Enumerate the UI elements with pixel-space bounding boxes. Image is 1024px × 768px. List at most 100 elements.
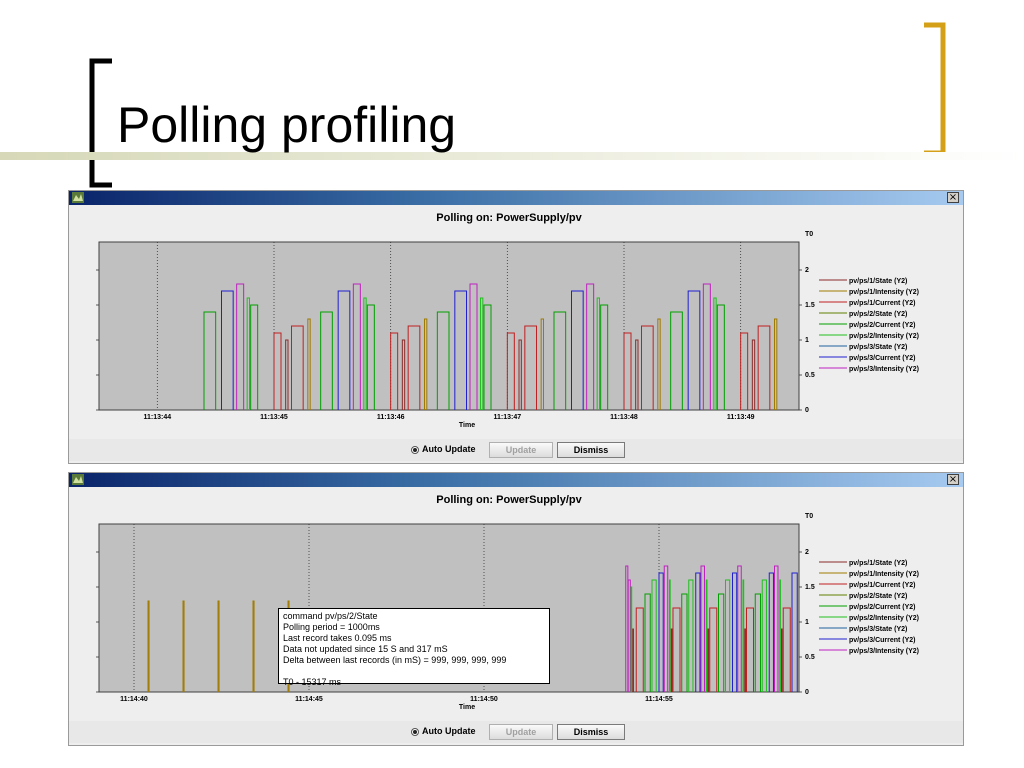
auto-update-label[interactable]: Auto Update bbox=[422, 444, 476, 454]
data-bar bbox=[732, 572, 738, 692]
tooltip-line: Delta between last records (in mS) = 999… bbox=[283, 655, 507, 665]
data-bar bbox=[436, 311, 450, 410]
tooltip-line bbox=[283, 666, 545, 677]
data-bar bbox=[401, 339, 406, 410]
x-tick-label: 11:13:46 bbox=[377, 414, 405, 421]
data-bar bbox=[524, 325, 537, 410]
legend-item: pv/ps/3/Intensity (Y2) bbox=[849, 648, 919, 655]
data-bar bbox=[630, 586, 633, 692]
auto-update-radio[interactable] bbox=[411, 728, 419, 736]
update-button[interactable]: Update bbox=[489, 724, 553, 740]
data-bar bbox=[454, 290, 467, 410]
auto-update-label[interactable]: Auto Update bbox=[422, 726, 476, 736]
data-bar bbox=[635, 339, 639, 410]
x-tick-label: 11:14:50 bbox=[470, 696, 498, 703]
left-bracket bbox=[89, 58, 112, 188]
data-bar bbox=[221, 290, 234, 410]
y2-tick-label: 1 bbox=[805, 337, 809, 344]
window-titlebar[interactable]: × bbox=[69, 191, 963, 205]
legend-item: pv/ps/3/Intensity (Y2) bbox=[849, 366, 919, 373]
legend-item: pv/ps/3/State (Y2) bbox=[849, 344, 907, 351]
data-bar bbox=[761, 579, 767, 692]
data-bar bbox=[742, 579, 745, 692]
legend-item: pv/ps/1/Intensity (Y2) bbox=[849, 571, 919, 578]
x-tick-label: 11:13:48 bbox=[610, 414, 638, 421]
data-bar bbox=[768, 572, 774, 692]
x-axis-label: Time bbox=[459, 422, 475, 429]
chart-title: Polling on: PowerSupply/pv bbox=[436, 494, 582, 506]
data-bar bbox=[596, 297, 600, 410]
polling-window-1: × Polling on: PowerSupply/pv 11:13:44 11:1… bbox=[68, 190, 964, 464]
data-bar bbox=[687, 290, 701, 410]
data-bar bbox=[366, 304, 375, 410]
x-tick-label: 11:13:49 bbox=[727, 414, 755, 421]
window-titlebar[interactable]: × bbox=[69, 473, 963, 487]
y2-tick-label: 2 bbox=[805, 549, 809, 556]
data-bar bbox=[337, 290, 351, 410]
legend-item: pv/ps/1/State (Y2) bbox=[849, 278, 907, 285]
data-bar bbox=[203, 311, 217, 410]
x-tick-label: 11:13:47 bbox=[494, 414, 522, 421]
dismiss-button[interactable]: Dismiss bbox=[557, 442, 625, 458]
data-bar bbox=[623, 332, 632, 410]
data-bar bbox=[307, 318, 311, 410]
data-bar bbox=[702, 283, 711, 410]
data-bar bbox=[670, 628, 673, 692]
dismiss-button[interactable]: Dismiss bbox=[557, 724, 625, 740]
data-bar bbox=[635, 607, 644, 692]
data-bar bbox=[757, 325, 771, 410]
data-bar bbox=[586, 283, 595, 410]
close-icon[interactable]: × bbox=[947, 474, 959, 485]
data-bar bbox=[791, 572, 798, 692]
data-bar bbox=[658, 572, 664, 692]
data-bar bbox=[740, 332, 749, 410]
data-bar bbox=[681, 593, 688, 692]
y2-tick-label: 1.5 bbox=[805, 584, 815, 591]
data-bar bbox=[182, 600, 185, 692]
data-bar bbox=[705, 579, 708, 692]
data-bar bbox=[688, 579, 694, 692]
y2-tick-label: 1.5 bbox=[805, 302, 815, 309]
legend-item: pv/ps/1/Intensity (Y2) bbox=[849, 289, 919, 296]
data-bar bbox=[236, 283, 245, 410]
data-bar bbox=[695, 572, 701, 692]
tooltip-line: command pv/ps/2/State bbox=[283, 611, 378, 621]
data-bar bbox=[424, 318, 428, 410]
close-icon[interactable]: × bbox=[947, 192, 959, 203]
legend-item: pv/ps/1/State (Y2) bbox=[849, 560, 907, 567]
polling-window-2: × Polling on: PowerSupply/pv 11:14:40 11:1… bbox=[68, 472, 964, 746]
data-bar bbox=[718, 593, 725, 692]
app-icon bbox=[72, 474, 84, 485]
polling-tooltip: command pv/ps/2/State Polling period = 1… bbox=[278, 608, 550, 687]
data-bar bbox=[781, 628, 783, 692]
data-bar bbox=[363, 297, 367, 410]
legend-item: pv/ps/2/Intensity (Y2) bbox=[849, 615, 919, 622]
update-button[interactable]: Update bbox=[489, 442, 553, 458]
data-bar bbox=[291, 325, 304, 410]
tooltip-line: T0 - 15317 ms bbox=[283, 677, 342, 687]
chart-title: Polling on: PowerSupply/pv bbox=[436, 212, 582, 224]
data-bar bbox=[600, 304, 609, 410]
y2-tick-label: 1 bbox=[805, 619, 809, 626]
tooltip-line: Data not updated since 15 S and 317 mS bbox=[283, 644, 448, 654]
accent-bar bbox=[0, 152, 1024, 160]
data-bar bbox=[285, 339, 289, 410]
data-bar bbox=[782, 607, 791, 692]
data-bar bbox=[250, 304, 259, 410]
legend-item: pv/ps/3/State (Y2) bbox=[849, 626, 907, 633]
data-bar bbox=[700, 565, 705, 692]
data-bar bbox=[469, 283, 478, 410]
data-bar bbox=[744, 628, 746, 692]
data-bar bbox=[669, 579, 671, 692]
button-bar: Auto Update Update Dismiss bbox=[69, 721, 963, 743]
y2-tick-label: 0 bbox=[805, 407, 809, 414]
x-tick-label: 11:14:55 bbox=[645, 696, 673, 703]
chart-svg: Polling on: PowerSupply/pv 11:13:44 11:13:… bbox=[96, 212, 919, 429]
auto-update-radio[interactable] bbox=[411, 446, 419, 454]
data-bar bbox=[779, 579, 781, 692]
data-bar bbox=[774, 565, 779, 692]
y2-tick-label: 2 bbox=[805, 267, 809, 274]
tooltip-line: Last record takes 0.095 ms bbox=[283, 633, 392, 643]
data-bar bbox=[713, 297, 717, 410]
data-bar bbox=[407, 325, 421, 410]
